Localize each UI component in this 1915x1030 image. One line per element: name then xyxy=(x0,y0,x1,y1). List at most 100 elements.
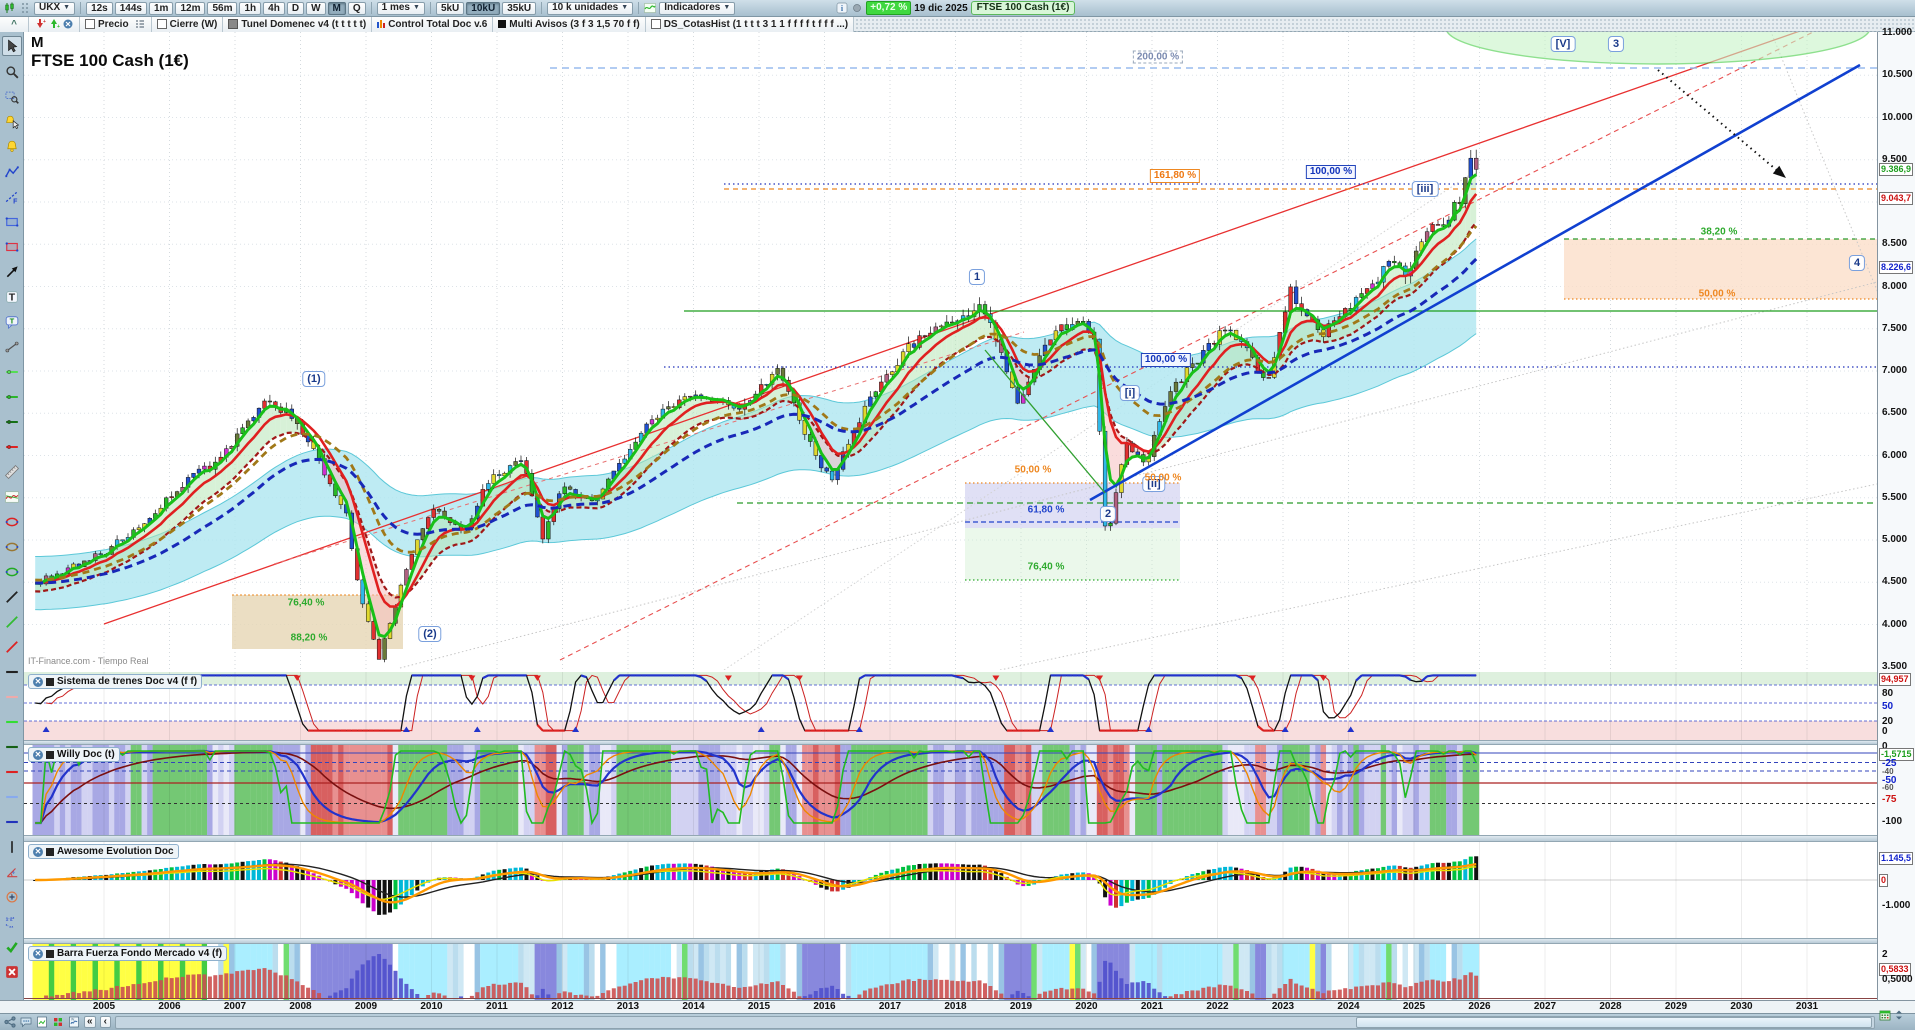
panel-divider[interactable] xyxy=(24,740,1877,745)
wave-label-V[interactable]: [V] xyxy=(1550,36,1576,52)
grip-handle-icon[interactable] xyxy=(19,2,31,14)
hline-darkgreen-tool[interactable] xyxy=(3,738,21,756)
collapse-toolbar-button[interactable]: ^ xyxy=(0,16,29,32)
orders-icon[interactable] xyxy=(52,1016,64,1028)
checkbox[interactable] xyxy=(650,19,661,29)
timeframe-button-W[interactable]: W xyxy=(306,1,326,15)
trend-fibonacci-tool[interactable]: F xyxy=(3,188,21,206)
price-chart[interactable]: M FTSE 100 Cash (1€) (1) (2) 1 2 [i] [ii] [iii… xyxy=(24,32,1877,670)
units-dropdown[interactable]: 10 k unidades ▼ xyxy=(547,1,634,15)
checkbox[interactable] xyxy=(85,19,95,29)
ellipse-green-tool[interactable] xyxy=(3,563,21,581)
pointer-tool[interactable] xyxy=(1,36,22,56)
wave-label-ii[interactable]: [ii] xyxy=(1142,476,1166,492)
diagonal-red-tool[interactable] xyxy=(3,638,21,656)
circle-plus-tool[interactable] xyxy=(3,888,21,906)
price-axis[interactable]: 11.00010.50010.0009.5009.0008.5008.0007.… xyxy=(1877,27,1915,1000)
segment-tool[interactable] xyxy=(3,338,21,356)
scrollbar-thumb[interactable] xyxy=(1355,1016,1872,1028)
checkbox[interactable] xyxy=(156,19,167,29)
timeframe-button-12s[interactable]: 12s xyxy=(86,1,113,15)
text-tool[interactable]: T xyxy=(3,288,21,306)
wave-label-2[interactable]: 2 xyxy=(1099,506,1117,522)
info-icon[interactable]: i xyxy=(836,2,848,14)
timeframe-button-1m[interactable]: 1m xyxy=(149,1,174,15)
hline-red-tool[interactable] xyxy=(3,763,21,781)
timeframe-button-Q[interactable]: Q xyxy=(347,1,366,15)
candlestick-style-icon[interactable] xyxy=(4,2,16,14)
ellipse-red-tool[interactable] xyxy=(3,513,21,531)
indicators-dropdown[interactable]: Indicadores ▼ xyxy=(659,1,736,15)
wave-label-1[interactable]: (1) xyxy=(302,371,326,387)
note-tool[interactable]: T xyxy=(3,313,21,331)
panel-willy[interactable] xyxy=(24,745,1877,835)
zoom-tool[interactable] xyxy=(3,63,21,81)
close-panel-icon[interactable]: ✕ xyxy=(33,676,43,687)
confirm-tool[interactable] xyxy=(3,938,21,956)
hline-lightblue-tool[interactable] xyxy=(3,788,21,806)
collapse-left-button[interactable]: « xyxy=(84,1016,96,1028)
delete-tool[interactable] xyxy=(3,963,21,981)
panel-divider[interactable] xyxy=(24,938,1877,944)
wave-label-4[interactable]: 4 xyxy=(1848,255,1866,271)
screenshot-icon[interactable] xyxy=(36,1016,48,1028)
indicator-window-tool[interactable] xyxy=(3,488,21,506)
symbol-dropdown[interactable]: UKX ▼ xyxy=(34,1,76,15)
chat-icon[interactable] xyxy=(20,1016,32,1028)
wave-label-i[interactable]: [i] xyxy=(1119,385,1141,401)
vline-tool[interactable] xyxy=(3,838,21,856)
alert-buttons[interactable]: + + xyxy=(29,16,80,32)
timeframe-button-144s[interactable]: 144s xyxy=(114,1,147,15)
fibonacci-tool[interactable]: 1·2³ ³·₄₄ xyxy=(3,913,21,931)
indicator-item-0[interactable]: Precio xyxy=(80,16,152,32)
toolbar-drag-area[interactable] xyxy=(854,16,1915,32)
units-button-10kU[interactable]: 10kU xyxy=(466,1,501,15)
zoom-area-tool[interactable] xyxy=(3,88,21,106)
wave-label-3[interactable]: 3 xyxy=(1607,36,1625,52)
scroll-left-button[interactable]: ‹ xyxy=(99,1016,111,1028)
arrow-tool[interactable] xyxy=(3,263,21,281)
timeframe-button-4h[interactable]: 4h xyxy=(263,1,285,15)
indicator-item-3[interactable]: Control Total Doc v.6 xyxy=(372,16,494,32)
wave-label-2[interactable]: (2) xyxy=(418,626,442,642)
list-icon[interactable] xyxy=(134,18,146,30)
timeframe-button-12m[interactable]: 12m xyxy=(175,1,206,15)
level-line-lightgreen-tool[interactable] xyxy=(3,363,21,381)
panel-awesome-evolution[interactable] xyxy=(24,842,1877,938)
ruler-tool[interactable] xyxy=(3,463,21,481)
diagonal-black-tool[interactable] xyxy=(3,588,21,606)
timeframe-button-56m[interactable]: 56m xyxy=(207,1,238,15)
candlestick-canvas[interactable] xyxy=(24,32,1877,670)
alert-pointer-tool[interactable] xyxy=(3,113,21,131)
indicator-item-5[interactable]: DS_CotasHist (1 t t t 3 1 1 f f f f t f … xyxy=(645,16,855,32)
rectangle-red-tool[interactable] xyxy=(3,238,21,256)
level-line-red-tool[interactable] xyxy=(3,438,21,456)
hline-darkblue-tool[interactable] xyxy=(3,813,21,831)
panel-sistema-trenes[interactable] xyxy=(24,672,1877,740)
hline-pink-tool[interactable] xyxy=(3,688,21,706)
period-dropdown[interactable]: 1 mes ▼ xyxy=(376,1,425,15)
panel-divider[interactable] xyxy=(24,835,1877,842)
chart-list-icon[interactable]: W xyxy=(68,1016,80,1028)
ellipse-brown-tool[interactable] xyxy=(3,538,21,556)
indicator-item-4[interactable]: Multi Avisos (3 f 3 1,5 70 f f) xyxy=(493,16,646,32)
timeframe-button-D[interactable]: D xyxy=(286,1,305,15)
calendar-icon[interactable] xyxy=(1879,1009,1891,1021)
time-axis[interactable]: 2005 2006 2007 2008 2009 2010 2011 2012 2013 2014… xyxy=(0,1000,1915,1014)
indicator-item-1[interactable]: Cierre (W) xyxy=(151,16,224,32)
indicator-item-2[interactable]: Tunel Domenec v4 (t t t t t) xyxy=(223,16,373,32)
wave-label-1[interactable]: 1 xyxy=(968,269,986,285)
wave-label-iii[interactable]: [iii] xyxy=(1411,181,1439,197)
rectangle-blue-tool[interactable] xyxy=(3,213,21,231)
close-panel-icon[interactable]: ✕ xyxy=(33,948,43,959)
instrument-pill[interactable]: FTSE 100 Cash (1€) xyxy=(970,1,1076,15)
axis-settings-icon[interactable] xyxy=(1893,1009,1905,1021)
panel-barra-fuerza[interactable] xyxy=(24,944,1877,1000)
units-button-5kU[interactable]: 5kU xyxy=(435,1,465,15)
units-button-35kU[interactable]: 35kU xyxy=(502,1,537,15)
hline-black-tool[interactable] xyxy=(3,663,21,681)
timeframe-button-1h[interactable]: 1h xyxy=(239,1,262,15)
angle-tool[interactable]: º xyxy=(3,863,21,881)
horizontal-scrollbar[interactable] xyxy=(114,1015,1875,1029)
close-panel-icon[interactable]: ✕ xyxy=(33,846,43,857)
